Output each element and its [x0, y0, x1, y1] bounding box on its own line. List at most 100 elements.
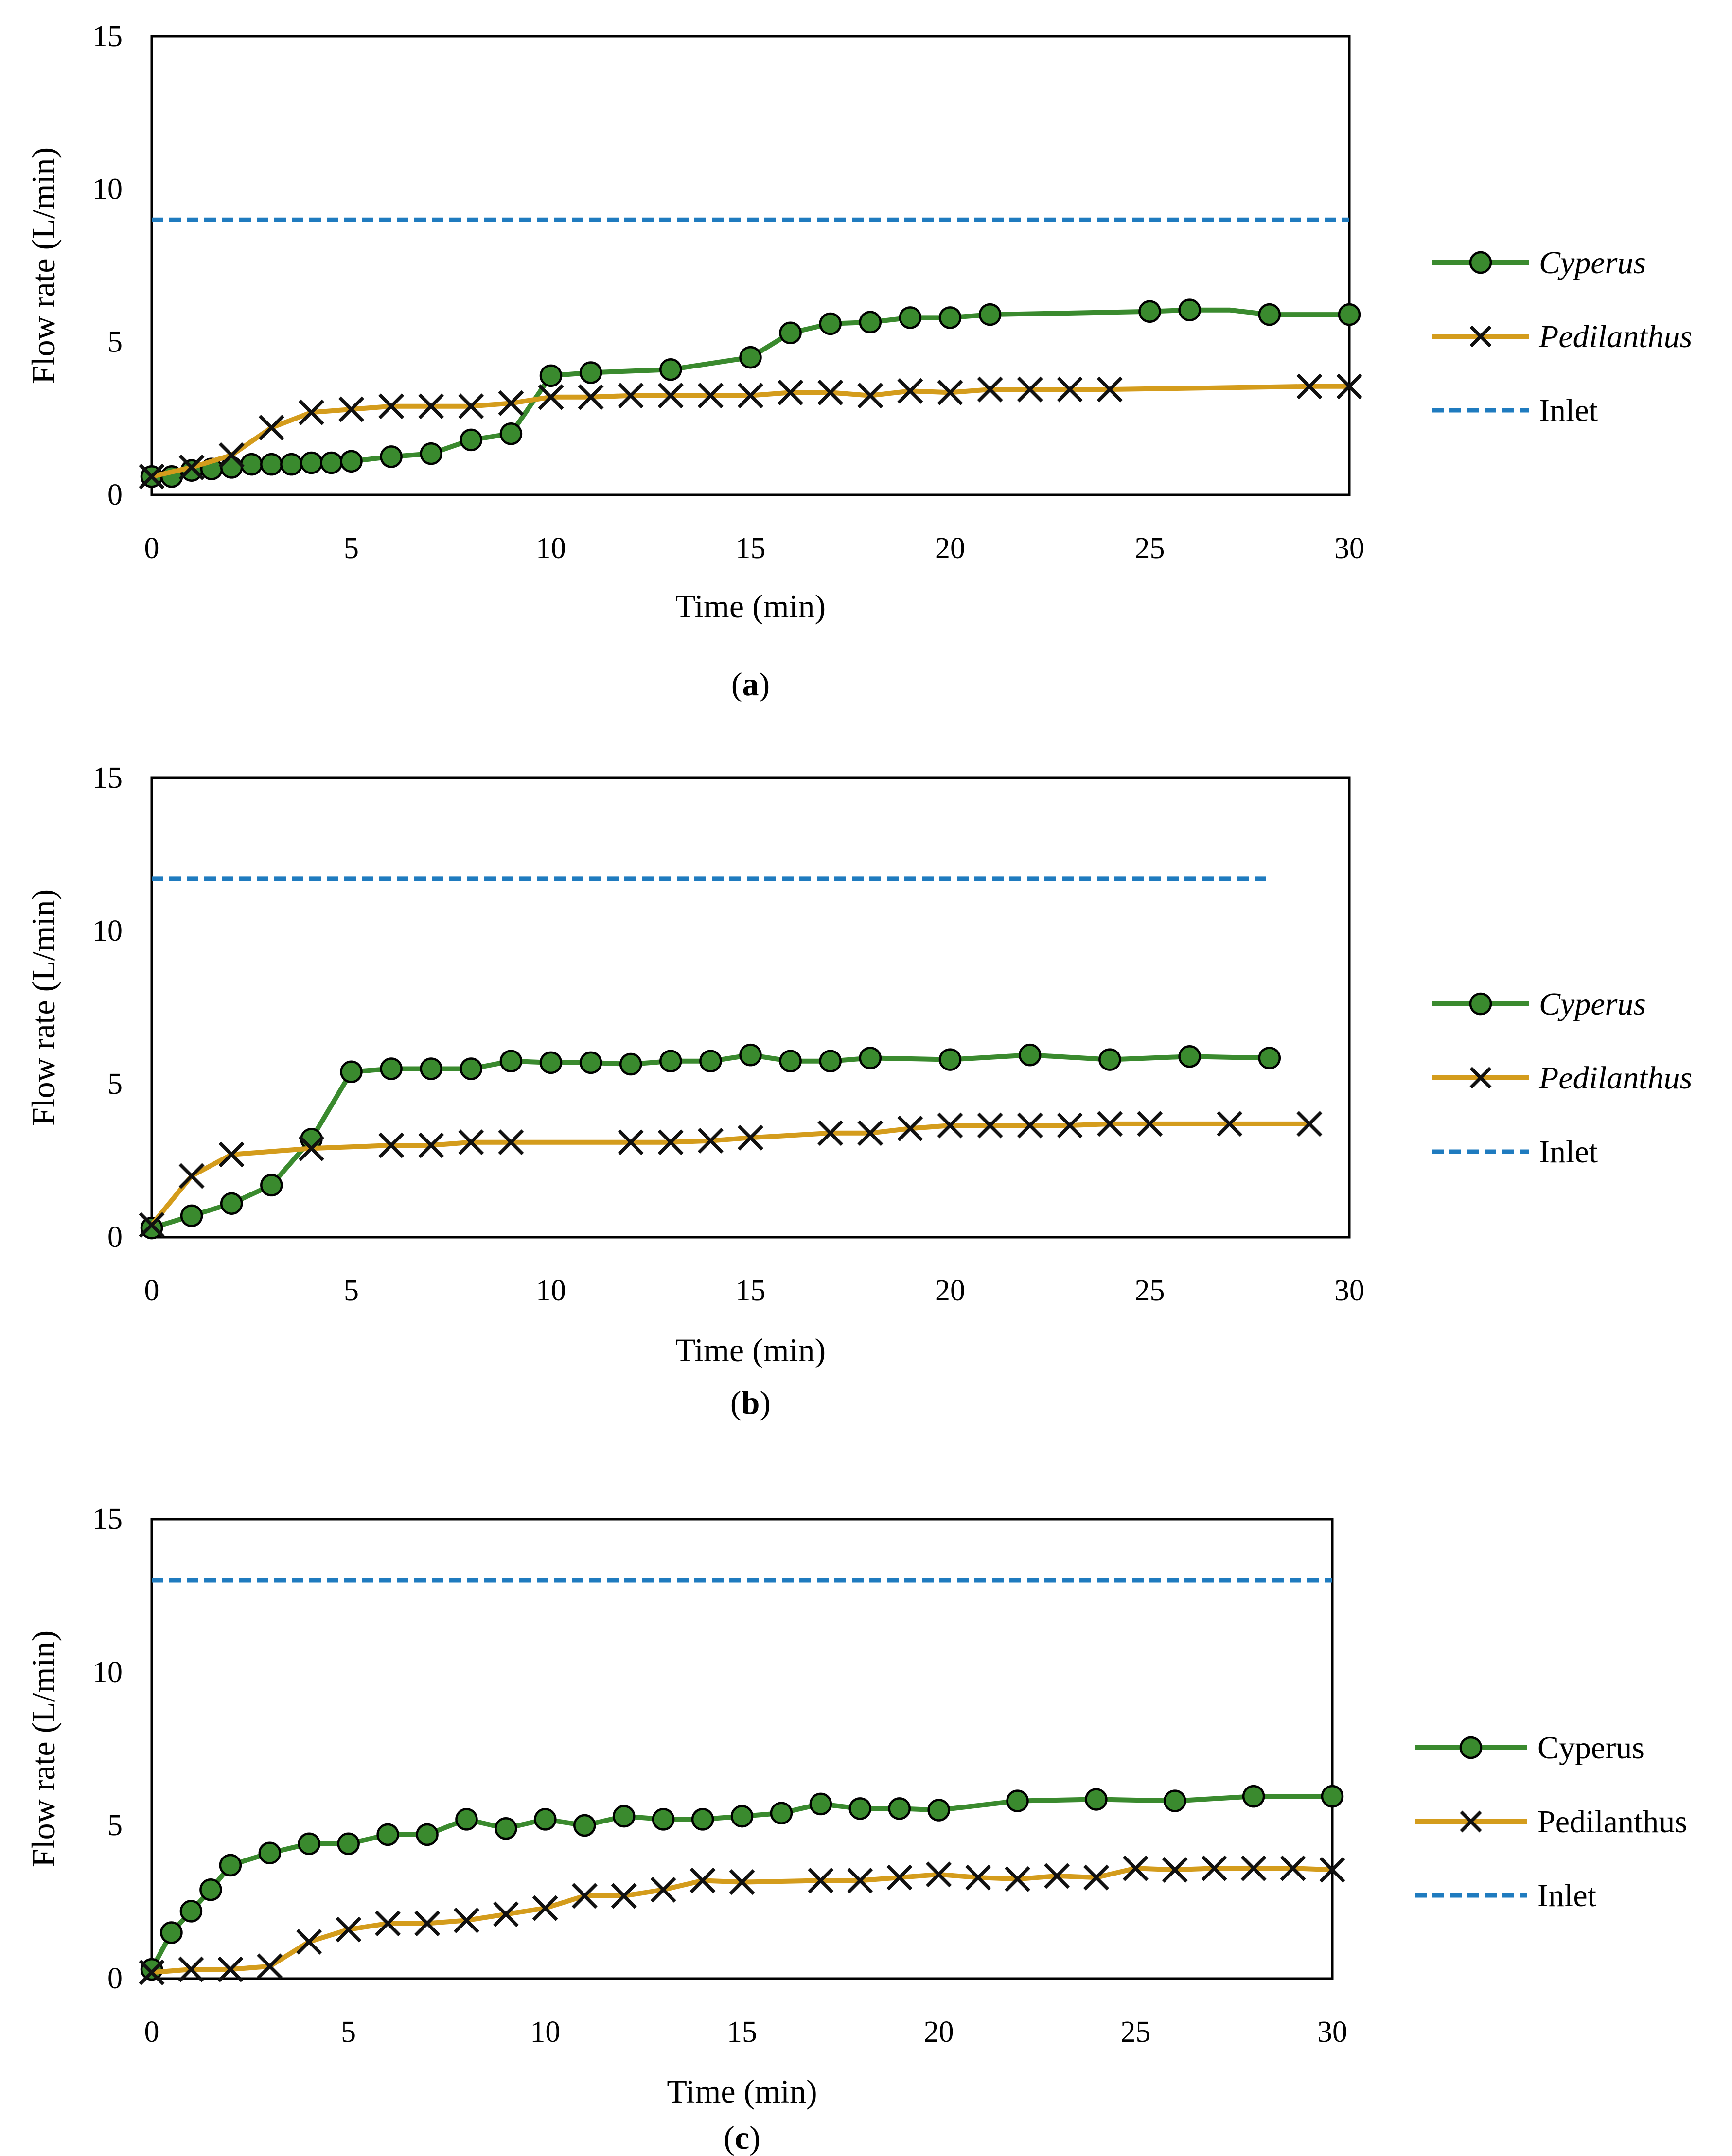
data-point-cyperus [652, 1808, 675, 1831]
data-point-pedilanthus [1057, 1112, 1083, 1139]
data-point-pedilanthus [977, 1112, 1003, 1139]
legend-entry-cyperus: Cyperus [1415, 1730, 1644, 1766]
x-axis-title: Time (min) [675, 588, 826, 625]
data-point-cyperus [579, 361, 602, 384]
legend-entry-inlet: Inlet [1432, 393, 1598, 428]
data-point-pedilanthus [926, 1861, 952, 1888]
caption-letter: c [735, 2119, 749, 2156]
x-tick-label: 20 [935, 532, 965, 565]
data-point-pedilanthus [1296, 1111, 1323, 1137]
data-point-pedilanthus [1017, 376, 1043, 403]
legend-entry-pedilanthus: Pedilanthus [1432, 1060, 1692, 1096]
data-point-cyperus [180, 1204, 203, 1227]
data-point-cyperus [779, 321, 802, 345]
legend-label: Cyperus [1539, 245, 1646, 280]
legend-marker-x [1469, 1067, 1492, 1089]
caption-letter: a [742, 666, 759, 702]
data-point-pedilanthus [847, 1867, 873, 1893]
data-point-cyperus [819, 1050, 842, 1072]
data-point-pedilanthus [414, 1911, 441, 1937]
data-point-cyperus [260, 453, 283, 476]
data-point-pedilanthus [139, 1959, 165, 1985]
data-point-cyperus [460, 1057, 483, 1080]
legend-marker-circle [1469, 992, 1492, 1016]
data-point-pedilanthus [689, 1867, 716, 1893]
data-point-pedilanthus [857, 1120, 884, 1146]
data-point-cyperus [659, 1050, 682, 1072]
data-point-cyperus [1321, 1785, 1344, 1808]
data-point-cyperus [340, 450, 363, 473]
legend-entry-cyperus: Cyperus [1432, 986, 1646, 1022]
y-tick-label: 15 [92, 1503, 123, 1536]
series-line-cyperus [149, 1794, 1335, 1972]
data-point-pedilanthus [1240, 1855, 1267, 1881]
data-point-cyperus [300, 451, 323, 474]
data-point-pedilanthus [418, 393, 444, 420]
x-tick-label: 20 [935, 1274, 965, 1307]
y-axis-title: Flow rate (L/min) [25, 1630, 62, 1867]
data-point-cyperus [739, 1043, 762, 1067]
data-point-cyperus [416, 1823, 439, 1846]
data-point-pedilanthus [817, 1120, 844, 1146]
legend-marker-circle [1469, 251, 1492, 274]
data-point-pedilanthus [338, 396, 364, 422]
data-point-cyperus [1242, 1785, 1265, 1808]
data-point-pedilanthus [418, 1132, 444, 1158]
x-tick-label: 20 [924, 2016, 954, 2049]
data-point-pedilanthus [1017, 1112, 1043, 1139]
data-point-cyperus [376, 1823, 399, 1846]
data-point-cyperus [460, 428, 483, 452]
y-tick-label: 0 [107, 478, 123, 511]
data-point-pedilanthus [375, 1911, 401, 1937]
data-point-cyperus [539, 1051, 563, 1074]
legend-entry-pedilanthus: Pedilanthus [1432, 319, 1692, 354]
legend-entry-cyperus: Cyperus [1432, 245, 1646, 280]
data-point-cyperus [340, 1060, 363, 1084]
data-point-cyperus [579, 1051, 602, 1074]
data-point-pedilanthus [977, 376, 1003, 403]
data-point-pedilanthus [532, 1895, 558, 1921]
x-axis-title: Time (min) [667, 2073, 817, 2110]
data-point-pedilanthus [886, 1864, 913, 1891]
data-point-cyperus [819, 312, 842, 335]
data-point-cyperus [938, 1048, 962, 1071]
data-point-cyperus [619, 1052, 642, 1076]
data-point-cyperus [258, 1841, 282, 1864]
data-point-cyperus [691, 1808, 714, 1831]
data-point-cyperus [730, 1805, 754, 1828]
data-point-pedilanthus [336, 1916, 362, 1943]
data-point-cyperus [1138, 300, 1161, 323]
data-point-cyperus [260, 1174, 283, 1197]
panel-caption: (a) [731, 666, 770, 702]
y-axis-title: Flow rate (L/min) [25, 889, 62, 1126]
series-pedilanthus [139, 373, 1362, 490]
data-point-cyperus [659, 358, 682, 381]
x-tick-label: 10 [536, 1274, 566, 1307]
x-tick-label: 10 [536, 532, 566, 565]
data-point-pedilanthus [578, 384, 604, 410]
legend: Cyperus Pedilanthus Inlet [1432, 245, 1692, 428]
legend-marker-x [1469, 325, 1492, 348]
data-point-cyperus [938, 306, 962, 329]
data-point-pedilanthus [257, 1953, 283, 1980]
data-point-pedilanthus [729, 1869, 755, 1895]
chart-panel-c: 0 5 10 15 0 5 10 15 20 25 30 Time (min) Flow rate (L… [25, 1503, 1687, 2156]
data-point-cyperus [499, 422, 523, 445]
caption-open-paren: ( [730, 1384, 742, 1421]
data-point-pedilanthus [493, 1901, 519, 1928]
y-tick-label: 10 [92, 173, 123, 206]
data-point-pedilanthus [738, 1124, 763, 1151]
data-point-pedilanthus [1083, 1864, 1109, 1891]
data-point-cyperus [298, 1832, 320, 1856]
data-point-cyperus [539, 364, 563, 387]
data-point-cyperus [859, 311, 882, 334]
data-point-pedilanthus [738, 383, 763, 409]
data-point-cyperus [140, 1958, 163, 1981]
data-point-cyperus [978, 303, 1002, 326]
data-point-cyperus [1338, 303, 1361, 326]
data-point-pedilanthus [258, 415, 284, 441]
x-tick-label: 0 [144, 532, 159, 565]
data-point-pedilanthus [618, 383, 644, 409]
data-point-cyperus [380, 445, 403, 468]
